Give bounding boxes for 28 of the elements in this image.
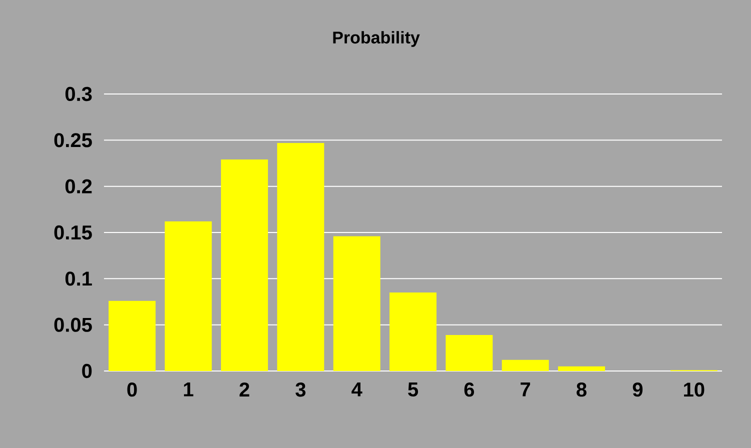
y-tick-label: 0.3	[65, 86, 92, 102]
bar	[502, 360, 549, 371]
bar	[446, 334, 493, 371]
bar	[333, 236, 380, 371]
x-tick-label: 6	[464, 382, 474, 397]
y-tick-label: 0	[82, 364, 92, 378]
x-tick-label: 8	[576, 382, 586, 397]
x-tick-label: 1	[184, 382, 194, 396]
x-tick-label: 5	[408, 382, 418, 396]
x-tick-label: 7	[520, 382, 530, 396]
x-tick-label: 0	[127, 382, 137, 397]
x-tick-label: 9	[632, 382, 643, 397]
x-tick-label: 10	[684, 382, 704, 397]
x-tick-label: 3	[296, 382, 306, 397]
bar	[164, 221, 212, 371]
y-tick-label: 0.1	[65, 272, 92, 286]
bar	[558, 366, 606, 371]
bar	[390, 292, 437, 371]
y-tick-label: 0.2	[65, 179, 92, 194]
x-tick-label: 4	[352, 382, 362, 396]
bar	[220, 160, 268, 371]
chart-title: Probability	[333, 31, 420, 47]
x-tick-label: 2	[240, 382, 250, 396]
y-tick-label: 0.05	[54, 318, 92, 332]
bar	[108, 300, 156, 371]
y-tick-label: 0.15	[54, 225, 92, 240]
bar	[277, 142, 324, 371]
y-tick-label: 0.25	[54, 133, 92, 148]
